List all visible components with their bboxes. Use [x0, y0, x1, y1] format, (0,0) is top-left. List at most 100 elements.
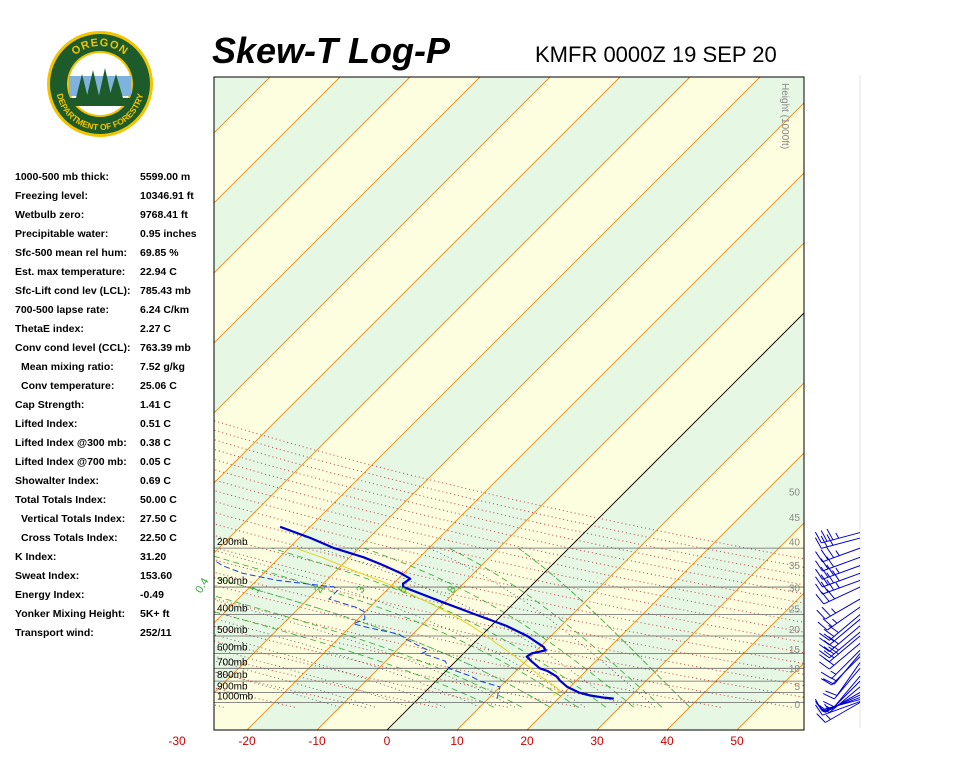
index-row: Yonker Mixing Height: 5K+ ft [15, 605, 215, 624]
wind-barb-flag [815, 704, 823, 716]
wind-barb-flag [817, 621, 828, 631]
wind-barb-half-flag [830, 670, 837, 675]
pressure-label: 200mb [217, 537, 248, 548]
wind-barb-flag [816, 609, 826, 620]
height-tick-label: 15 [789, 645, 801, 656]
isotherm [214, 77, 551, 414]
wind-barb [814, 528, 861, 544]
wind-barb-flag [823, 628, 835, 637]
wind-barb-flag [820, 558, 829, 570]
index-label: 1000-500 mb thick: [15, 171, 109, 183]
index-value: 0.38 C [140, 437, 171, 449]
wind-barb [814, 534, 861, 549]
wind-barb-flag [820, 671, 832, 679]
wind-barb-flag [819, 704, 830, 714]
wind-barb-flag [826, 528, 834, 541]
wind-barb-flag [819, 643, 830, 653]
index-value: 0.05 C [140, 456, 171, 468]
temperature-band [214, 77, 804, 693]
wind-barb [825, 662, 861, 696]
pressure-label: 1000mb [217, 692, 254, 703]
index-row: Lifted Index: 0.51 C [15, 415, 215, 434]
dry-adiabat [214, 420, 804, 560]
wind-barb-flag [819, 637, 830, 646]
index-label: Cap Strength: [15, 399, 85, 411]
wind-barb-staff [825, 598, 861, 620]
wind-barb-staff [821, 532, 861, 544]
index-row: Conv cond level (CCL): 763.39 mb [15, 339, 215, 358]
wind-barb-half-flag [825, 714, 831, 720]
pressure-label: 700mb [217, 657, 248, 668]
wind-barb [815, 701, 861, 716]
index-value: -0.49 [140, 589, 164, 601]
index-value: 25.06 C [140, 380, 177, 392]
wind-barb-staff [825, 691, 861, 713]
index-label: Lifted Index: [15, 418, 78, 430]
saturation-line [214, 595, 523, 708]
wind-barb-staff [829, 614, 861, 641]
isotherm [246, 172, 804, 730]
height-tick-label: 0 [794, 700, 800, 711]
wind-barb [820, 649, 861, 679]
wind-barb-flag [814, 537, 822, 549]
index-label: Showalter Index: [15, 475, 100, 487]
saturation-line [214, 577, 551, 708]
wind-barb-flag [822, 618, 833, 628]
index-label: Lifted Index @700 mb: [15, 456, 127, 468]
wind-barb [819, 618, 861, 646]
index-value: 2.27 C [140, 323, 171, 335]
wind-barb-staff [822, 556, 861, 572]
index-row: ThetaE index: 2.27 C [15, 320, 215, 339]
wind-barb [822, 653, 861, 685]
isotherm [214, 77, 411, 274]
wind-barb-staff [829, 686, 861, 714]
stability-indices-panel: 1000-500 mb thick: 5599.00 m Freezing leve… [15, 168, 215, 643]
parcel-trace [295, 547, 561, 696]
index-label: Conv cond level (CCL): [15, 342, 131, 354]
wind-barb-half-flag [835, 582, 840, 589]
wind-barb-flag [821, 591, 830, 602]
saturation-line [363, 547, 635, 708]
temperature-profile [279, 525, 614, 700]
index-label: Energy Index: [15, 589, 85, 601]
temperature-tick-label: 30 [590, 734, 604, 748]
mixing-ratio-label: 2 [312, 584, 325, 595]
wind-barb-flag [826, 579, 835, 591]
wind-barb-staff [836, 662, 861, 696]
isotherm [214, 77, 341, 204]
wind-barb-flag [826, 588, 836, 600]
wind-barb-flag [815, 568, 823, 580]
wind-barb-flag [826, 572, 835, 584]
height-tick-label: 50 [789, 487, 801, 498]
isotherm [526, 452, 804, 730]
isotherm [807, 77, 960, 730]
wind-barb-half-flag [835, 532, 840, 539]
temperature-tick-label: 50 [730, 734, 744, 748]
wind-barb-flag [826, 564, 835, 576]
wind-barb [816, 702, 861, 723]
index-row: Total Totals Index: 50.00 C [15, 491, 215, 510]
wind-barb-half-flag [835, 550, 840, 556]
index-value: 9768.41 ft [140, 209, 188, 221]
index-row: Conv temperature: 25.06 C [15, 377, 215, 396]
dry-adiabat [214, 559, 804, 687]
index-row: Lifted Index @700 mb: 0.05 C [15, 453, 215, 472]
pressure-label: 600mb [217, 643, 248, 654]
wind-barb-flag [821, 606, 831, 617]
wind-barb-flag [820, 549, 829, 561]
saturation-line [518, 547, 691, 708]
wind-barbs [814, 75, 861, 728]
isotherm [0, 77, 200, 730]
temperature-tick-label: 0 [384, 734, 391, 748]
station-time-subtitle: KMFR 0000Z 19 SEP 20 [535, 42, 777, 67]
isotherm [596, 522, 804, 730]
index-label: Yonker Mixing Height: [15, 608, 126, 620]
index-label: Freezing level: [15, 190, 88, 202]
index-label: Sfc-Lift cond lev (LCL): [15, 285, 131, 297]
wind-barb-flag [815, 576, 823, 588]
height-tick-label: 35 [789, 561, 801, 572]
wind-barb [815, 579, 861, 595]
dry-adiabat [214, 584, 792, 708]
index-row: Precipitable water: 0.95 inches [15, 225, 215, 244]
index-value: 6.24 C/km [140, 304, 190, 316]
